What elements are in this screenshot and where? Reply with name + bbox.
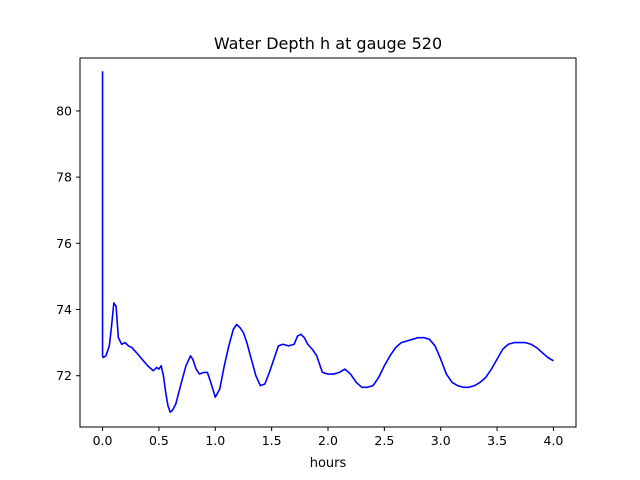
axes-frame: [79, 57, 577, 428]
x-tick-label: 0.0: [93, 433, 113, 448]
y-tick-label: 80: [56, 103, 72, 118]
x-tick-label: 1.5: [262, 433, 282, 448]
x-tick-label: 3.5: [487, 433, 507, 448]
x-tick-label: 0.5: [149, 433, 169, 448]
x-axis-label: hours: [310, 456, 347, 471]
y-tick-label: 76: [56, 236, 72, 251]
x-tick-label: 3.0: [431, 433, 451, 448]
x-tick-label: 1.0: [205, 433, 225, 448]
y-tick-label: 78: [56, 170, 72, 185]
chart-title: Water Depth h at gauge 520: [214, 34, 442, 53]
x-tick-label: 2.5: [374, 433, 394, 448]
y-tick-label: 74: [56, 302, 72, 317]
x-tick-label: 4.0: [544, 433, 564, 448]
plot-area: [101, 71, 554, 413]
axis-ticks: 0.0 0.5 1.0 1.5 2.0 2.5 3.0 3.5 4.0 72 74 76 78 80: [56, 103, 563, 448]
y-tick-label: 72: [56, 368, 72, 383]
x-tick-label: 2.0: [318, 433, 338, 448]
series-line-0: [101, 71, 554, 413]
